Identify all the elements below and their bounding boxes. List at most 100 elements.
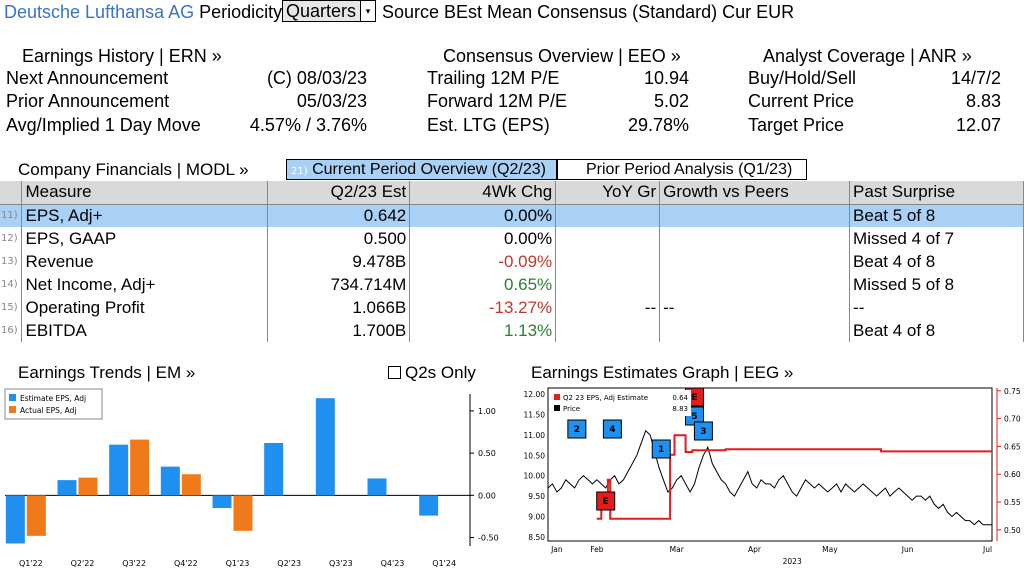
tab-prior-period[interactable]: Prior Period Analysis (Q1/23) [557,159,807,180]
col-yoy[interactable]: YoY Gr [555,181,661,205]
row-growth-vs-peers [659,204,851,227]
bar [233,495,253,531]
table-row[interactable]: 15) Operating Profit 1.066B -13.27% -- -- -- [0,296,1024,319]
periodicity-select[interactable]: Quarters ▾ [282,0,376,22]
col-surprise[interactable]: Past Surprise [849,181,1024,205]
table-row[interactable]: 11) EPS, Adj+ 0.642 0.00% Beat 5 of 8 [0,204,1024,227]
row-yoy-growth [555,273,661,296]
table-row[interactable]: 16) EBITDA 1.700B 1.13% Beat 4 of 8 [0,319,1024,342]
x-tick-label: Q3'23 [329,559,353,568]
col-index [0,181,23,205]
checkbox-icon[interactable] [388,366,401,379]
legend: Estimate EPS, Adj Actual EPS, Adj [4,388,103,420]
tab-current-number: 21) [291,166,308,177]
x-tick-label: Q1'22 [19,559,43,568]
event-marker: E [596,491,616,511]
right-tick-label: 0.60 [1004,470,1021,479]
left-tick-label: 11.00 [524,431,546,440]
left-tick-label: 9.00 [528,513,545,522]
bar [160,466,180,496]
tab-current-period[interactable]: 21) Current Period Overview (Q2/23) [286,159,557,180]
marker-label: E [603,497,609,507]
buy-hold-sell-value: 14/7/2 [950,68,1001,88]
y-tick-label: 0.50 [478,449,496,458]
legend-label: Price [563,405,580,413]
row-growth-vs-peers [659,250,851,273]
financials-title[interactable]: Company Financials | MODL » [18,160,249,179]
x-tick-label: Q1'23 [226,559,250,568]
q2s-only-checkbox[interactable]: Q2s Only [388,363,476,383]
row-measure[interactable]: EPS, GAAP [21,227,269,250]
x-tick-label: Q2'23 [277,559,301,568]
row-4wk-change: 0.00% [409,227,557,250]
legend-label: Actual EPS, Adj [20,406,77,415]
marker-box [693,421,713,441]
avg-move-label: Avg/Implied 1 Day Move [6,115,201,135]
col-peers[interactable]: Growth vs Peers [659,181,851,205]
left-tick-label: 12.00 [524,390,546,399]
row-growth-vs-peers [659,319,851,342]
earnings-estimates-chart: 8.509.009.5010.0010.5011.0011.5012.000.5… [524,387,1021,566]
col-est[interactable]: Q2/23 Est [267,181,411,205]
marker-label: E [691,393,697,403]
row-estimate: 734.714M [267,273,411,296]
bar [367,478,387,496]
bar [78,477,98,496]
row-growth-vs-peers [659,227,851,250]
ltg-value: 29.78% [627,115,689,135]
row-measure[interactable]: Operating Profit [21,296,269,319]
consensus-title[interactable]: Consensus Overview | EEO » [443,46,681,66]
earnings-history-title[interactable]: Earnings History | ERN » [22,46,222,66]
x-tick-label: Jul [982,545,992,554]
legend-box [551,390,691,416]
table-row[interactable]: 13) Revenue 9.478B -0.09% Beat 4 of 8 [0,250,1024,273]
row-number: 16) [0,319,23,342]
marker-box [602,419,622,439]
target-price-value: 12.07 [955,115,1001,135]
company-name[interactable]: Deutsche Lufthansa AG [4,2,195,22]
x-tick-label: Q1'24 [432,559,456,568]
event-marker: 2 [567,419,587,439]
row-measure[interactable]: EBITDA [21,319,269,342]
left-tick-label: 10.00 [524,472,546,481]
row-number: 11) [0,204,23,227]
analyst-title[interactable]: Analyst Coverage | ANR » [763,46,972,66]
buy-hold-sell-label: Buy/Hold/Sell [748,68,857,88]
row-number: 15) [0,296,23,319]
row-past-surprise: Beat 4 of 8 [849,250,1024,273]
marker-label: 2 [574,425,580,435]
row-measure[interactable]: Net Income, Adj+ [21,273,269,296]
row-measure[interactable]: Revenue [21,250,269,273]
ltg-label: Est. LTG (EPS) [427,115,550,135]
event-marker: 1 [651,439,671,459]
row-estimate: 9.478B [267,250,411,273]
col-measure[interactable]: Measure [21,181,269,205]
row-yoy-growth [555,204,661,227]
col-chg[interactable]: 4Wk Chg [409,181,557,205]
plot-frame [547,387,993,542]
bar [130,439,150,496]
bar [57,480,77,496]
row-4wk-change: 0.00% [409,204,557,227]
row-estimate: 1.066B [267,296,411,319]
earnings-trends-title[interactable]: Earnings Trends | EM » [18,363,196,382]
legend-swatch [554,394,560,400]
legend-label: Q2 23 EPS, Adj Estimate [563,394,648,402]
periodicity-label: Periodicity [199,2,283,22]
row-past-surprise: Beat 4 of 8 [849,319,1024,342]
current-price-value: 8.83 [965,91,1001,111]
legend-value: 0.64 [672,394,688,402]
table-row[interactable]: 14) Net Income, Adj+ 734.714M 0.65% Missed 5… [0,273,1024,296]
row-yoy-growth: -- [555,296,661,319]
target-price-label: Target Price [748,115,845,135]
right-tick-label: 0.65 [1004,442,1021,451]
dropdown-arrow-icon[interactable]: ▾ [360,1,375,21]
x-tick-label: Q2'22 [71,559,95,568]
right-tick-label: 0.70 [1004,415,1021,424]
earnings-graph-title[interactable]: Earnings Estimates Graph | EEG » [531,363,794,382]
right-tick-label: 0.75 [1004,387,1021,396]
row-yoy-growth [555,250,661,273]
row-measure[interactable]: EPS, Adj+ [21,204,269,227]
row-estimate: 1.700B [267,319,411,342]
table-row[interactable]: 12) EPS, GAAP 0.500 0.00% Missed 4 of 7 [0,227,1024,250]
